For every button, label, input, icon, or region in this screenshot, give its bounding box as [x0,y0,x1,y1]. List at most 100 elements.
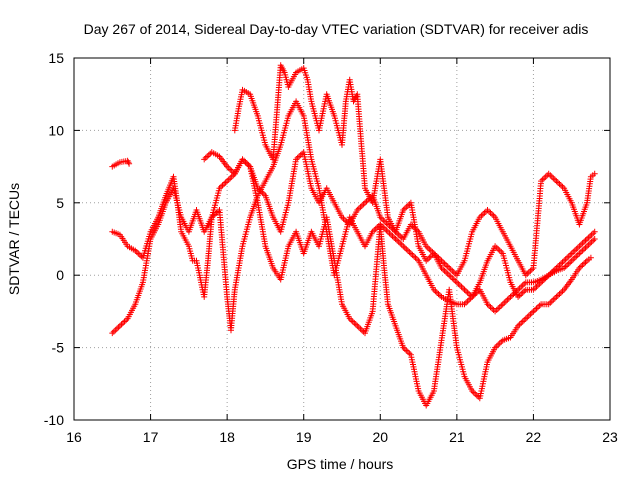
data-point-marker [591,236,598,242]
y-axis-label: SDTVAR / TECUs [6,183,22,295]
data-points [109,62,598,409]
data-point-marker [450,269,457,276]
data-point-marker [504,296,511,303]
data-point-marker [533,305,540,312]
data-point-marker [587,254,594,261]
data-point-marker [479,211,486,218]
data-point-marker [424,256,431,263]
y-tick-label: 10 [48,122,64,138]
data-point-marker [548,173,555,180]
x-tick-labels: 16 17 18 19 20 21 22 23 [66,429,618,445]
data-point-marker [398,234,405,241]
data-point-marker [548,298,555,305]
data-point-marker [388,231,394,238]
data-point-marker [577,263,584,270]
x-tick-label: 16 [66,429,82,445]
data-point-marker [351,320,358,326]
data-point-marker [567,259,574,266]
data-point-marker [227,166,234,173]
data-point-marker [358,202,365,209]
data-point-marker [392,236,399,242]
x-tick-label: 23 [602,429,618,445]
y-tick-label: 0 [56,267,64,283]
data-point-marker [495,305,502,312]
data-point-marker [202,154,209,161]
plot-frame [73,57,611,421]
data-point-marker [567,251,574,258]
data-point-marker [441,267,448,274]
data-point-marker [573,253,580,260]
data-point-marker [354,322,361,329]
data-point-marker [449,267,456,274]
data-point-marker [524,314,531,321]
data-point-marker [496,304,503,311]
x-tick-label: 18 [219,429,235,445]
data-point-marker [397,233,404,240]
data-point-marker [562,256,569,263]
y-tick-label: -5 [52,340,65,356]
y-tick-labels: -10 -5 0 5 10 15 [44,50,64,428]
data-point-marker [553,178,560,185]
data-point-marker [125,159,132,166]
data-point-marker [519,289,526,296]
data-point-marker [460,285,466,292]
data-point-marker [495,246,502,253]
data-point-marker [573,246,580,253]
data-point-marker [466,296,473,303]
data-point-marker [120,320,126,326]
data-point-marker [587,240,594,247]
data-point-marker [461,286,468,293]
data-point-marker [400,243,407,250]
data-point-marker [582,237,589,244]
x-tick-label: 21 [449,429,465,445]
data-point-marker [227,175,234,182]
x-axis-label: GPS time / hours [287,456,394,472]
data-point-marker [412,254,419,261]
data-point-marker [424,244,431,251]
x-tick-label: 17 [143,429,159,445]
data-point-marker [509,292,515,299]
data-point-marker [587,233,594,240]
data-point-marker [407,250,414,257]
data-point-marker [495,341,502,348]
data-point-marker [225,176,232,183]
data-point-marker [349,318,356,325]
data-point-marker [110,328,117,335]
data-point-marker [446,272,453,279]
data-point-marker [499,301,506,308]
data-point-marker [484,207,491,213]
x-tick-label: 22 [526,429,542,445]
data-point-marker [449,275,456,282]
data-point-marker [406,249,413,255]
data-point-marker [401,244,408,251]
data-point-marker [568,257,575,264]
data-point-marker [363,198,370,205]
data-point-marker [446,265,453,271]
data-point-marker [426,254,433,261]
data-point-marker [224,178,231,185]
data-point-marker [397,240,404,247]
data-point-marker [528,309,535,316]
data-point-marker [577,249,584,255]
data-point-marker [498,302,505,309]
y-tick-label: -10 [44,412,64,428]
data-point-marker [222,179,229,186]
data-point-marker [447,273,454,280]
data-point-marker [568,250,575,257]
data-point-marker [126,160,133,167]
data-point-marker [591,170,598,177]
data-point-marker [558,289,564,296]
data-point-marker [582,244,589,251]
data-point-marker [358,327,365,334]
y-tick-label: 5 [56,195,64,211]
data-point-marker [496,340,503,347]
chart-title: Day 267 of 2014, Sidereal Day-to-day VTE… [84,21,589,37]
data-point-marker [553,293,560,300]
data-point-marker [352,321,359,328]
data-point-marker [591,228,598,235]
data-point-marker [486,208,492,215]
data-point-marker [455,280,462,287]
data-point-marker [533,283,540,290]
data-point-marker [577,241,584,248]
